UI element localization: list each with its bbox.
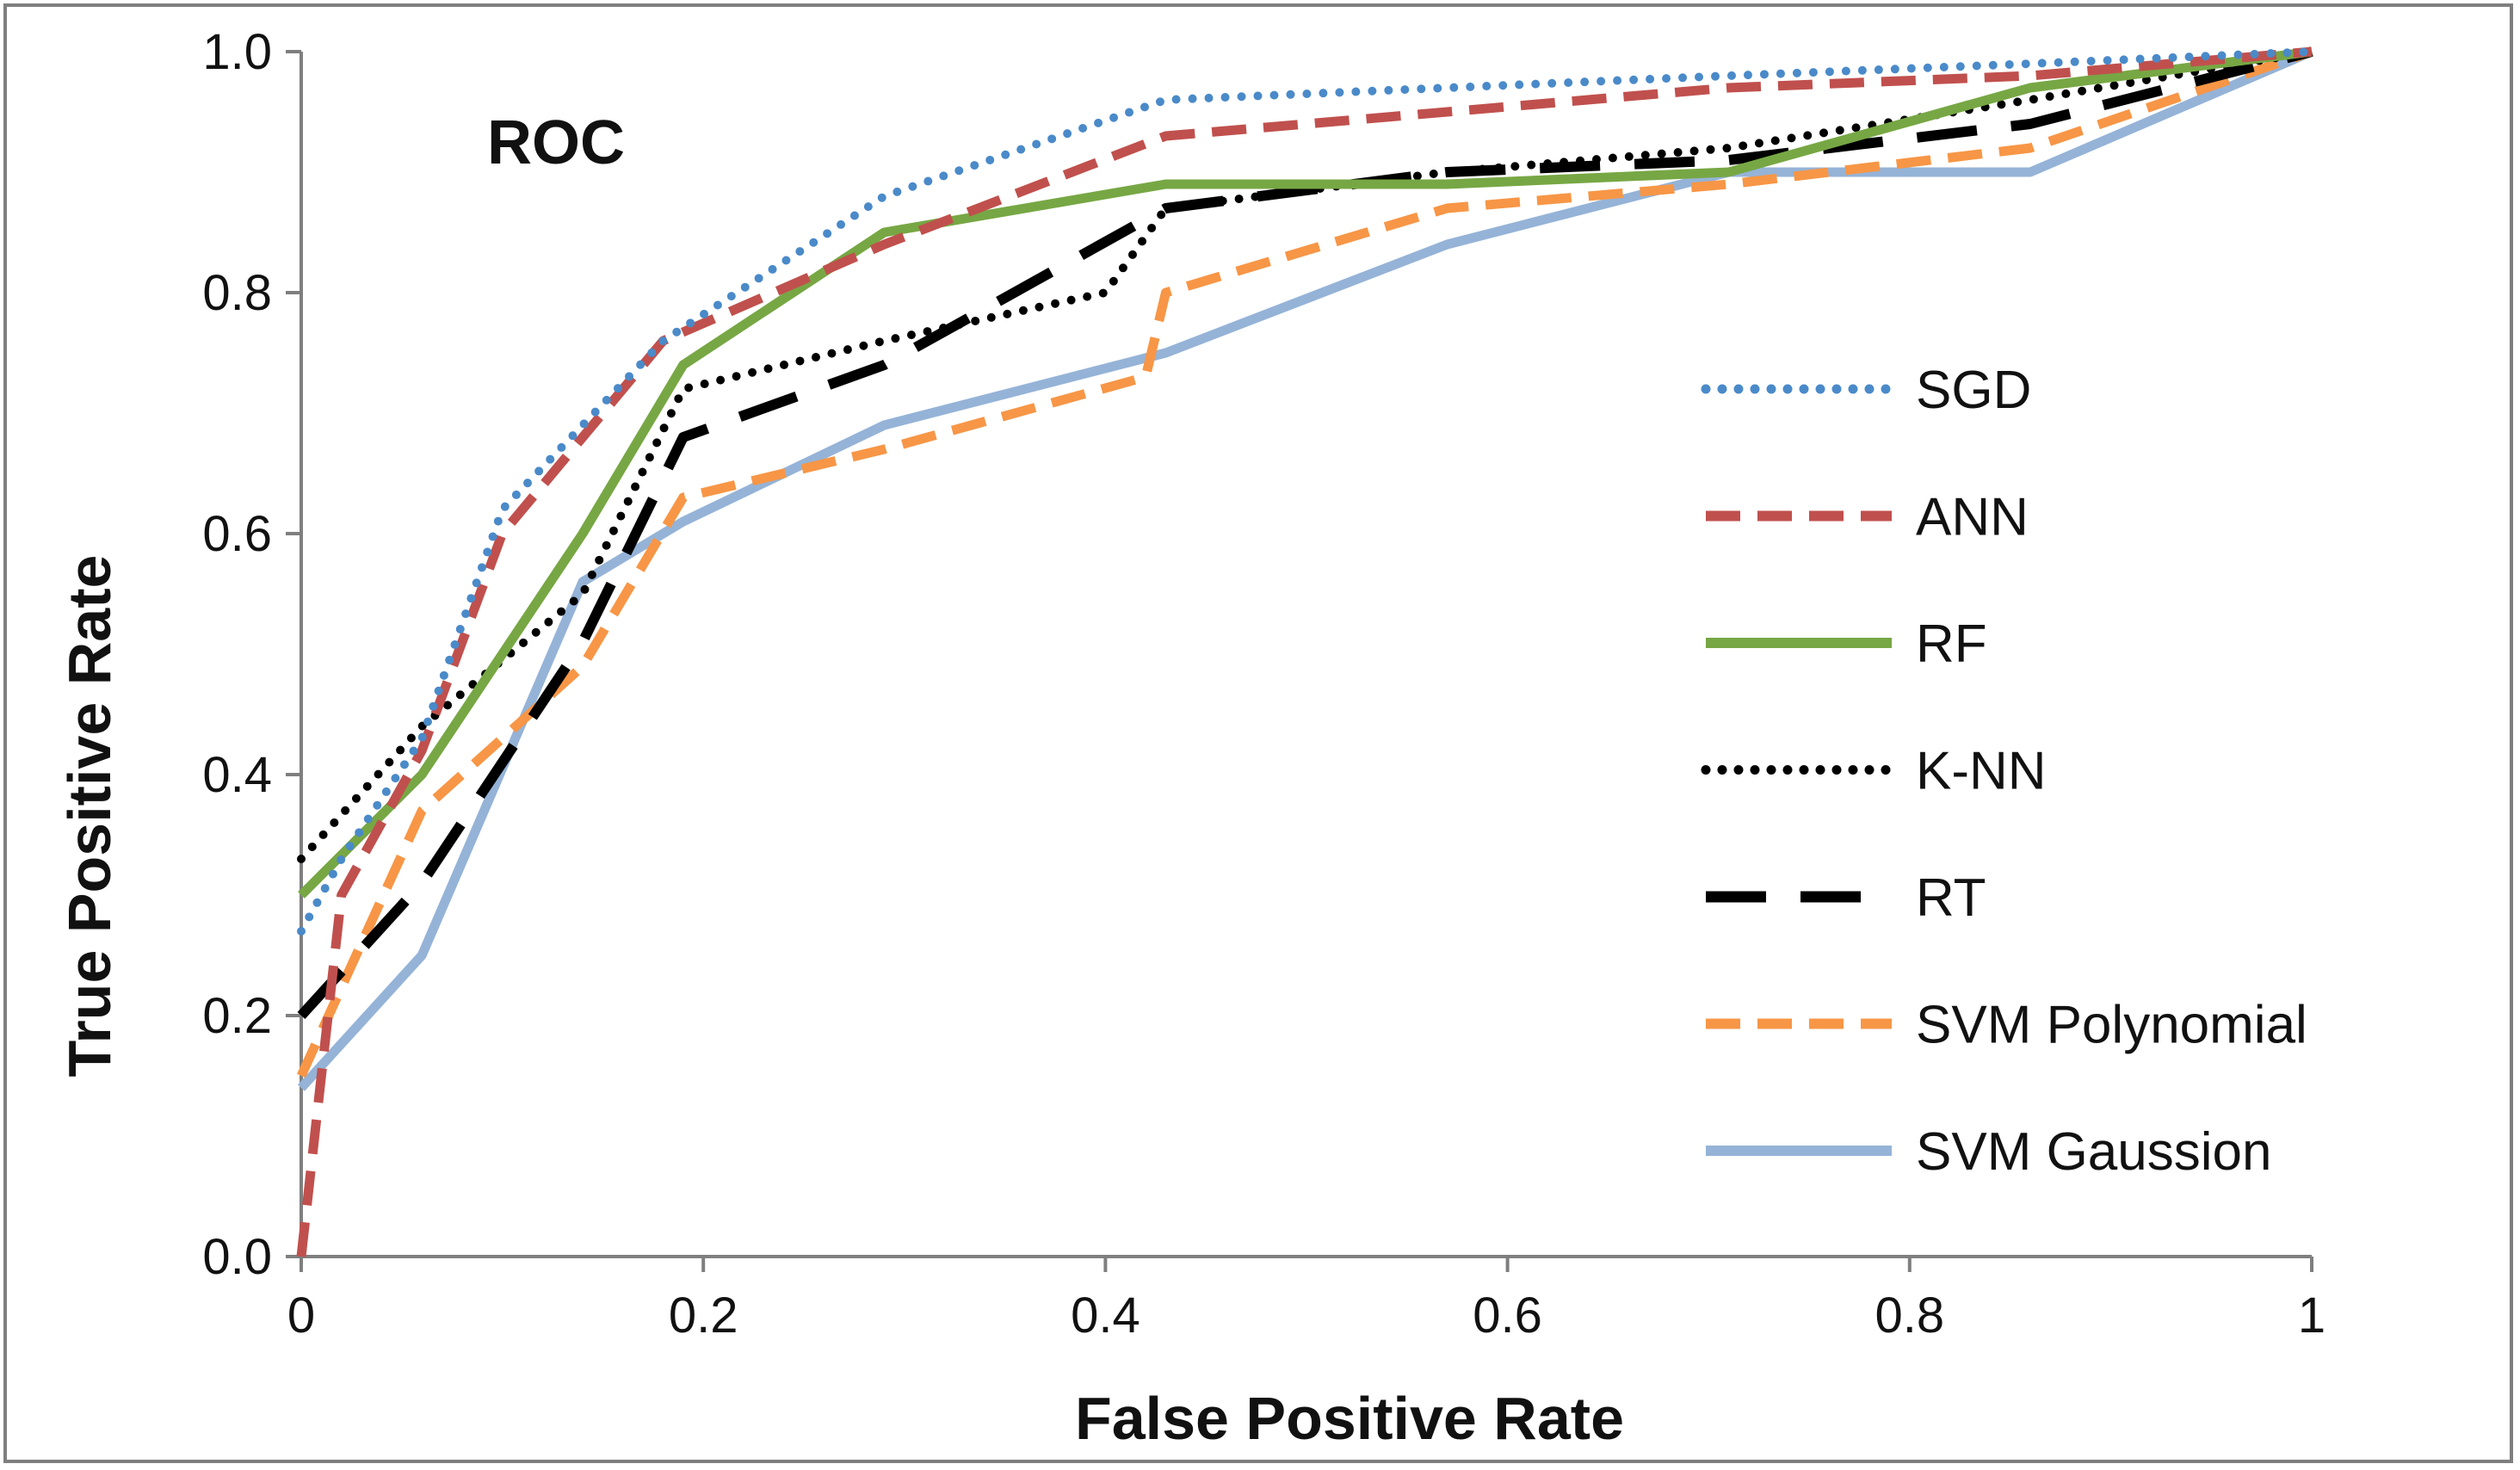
y-axis-title: True Positive Rate — [56, 555, 123, 1078]
y-tick-label: 0.6 — [202, 506, 272, 562]
x-tick-label: 1 — [2298, 1288, 2325, 1343]
legend: SGD ANN RF K-NN RT SVM Polynomial SVM Gaussion — [1701, 361, 2307, 1182]
series-line-rf — [298, 46, 2313, 899]
series-line-svm-polynomial — [296, 46, 2313, 1078]
legend-label-rf: RF — [1916, 615, 1987, 674]
x-tick-label: 0.8 — [1875, 1288, 1944, 1343]
series-line-sgd — [297, 47, 2316, 936]
axes: 0.0 0.2 0.4 0.6 0.8 1.0 0 0.2 0.4 0.6 0.8 1 — [202, 24, 2325, 1343]
x-tick-label: 0.4 — [1071, 1288, 1140, 1343]
legend-label-k-nn: K-NN — [1916, 742, 2047, 801]
y-tick-label: 0.0 — [202, 1229, 272, 1285]
series-layer — [296, 46, 2316, 1257]
y-tick-label: 0.8 — [202, 265, 272, 321]
x-axis-title: False Positive Rate — [1075, 1385, 1624, 1452]
x-tick-label: 0.2 — [669, 1288, 738, 1343]
series-line-k-nn — [297, 47, 2316, 863]
x-tick-label: 0 — [287, 1288, 315, 1343]
legend-label-sgd: SGD — [1916, 361, 2031, 420]
series-line-ann — [296, 46, 2313, 1257]
series-line-rt — [297, 46, 2313, 1020]
y-tick-label: 0.4 — [202, 747, 272, 803]
y-tick-label: 0.2 — [202, 988, 272, 1044]
y-tick-label: 1.0 — [202, 24, 272, 80]
legend-label-svm-polynomial: SVM Polynomial — [1916, 996, 2307, 1055]
chart-title: ROC — [487, 108, 625, 177]
legend-label-rt: RT — [1916, 868, 1986, 928]
series-line-svm-gaussion — [297, 46, 2314, 1091]
legend-label-svm-gaussion: SVM Gaussion — [1916, 1122, 2272, 1182]
x-tick-label: 0.6 — [1473, 1288, 1542, 1343]
legend-label-ann: ANN — [1916, 488, 2029, 547]
